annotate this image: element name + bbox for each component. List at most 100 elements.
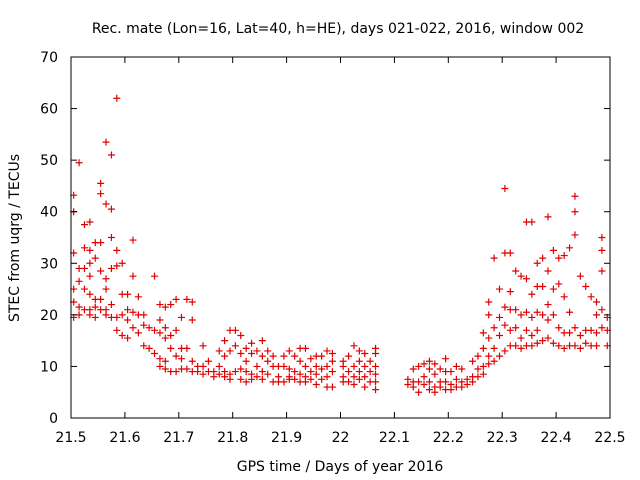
data-point <box>307 375 315 383</box>
data-point <box>355 347 363 355</box>
data-point <box>496 352 504 360</box>
data-point <box>151 272 159 280</box>
x-axis-ticks: 21.5 21.6 21.7 21.8 21.9 22 22.1 22.2 22.3 22.4 22… <box>55 57 626 446</box>
data-point <box>118 311 126 319</box>
data-point <box>102 275 110 283</box>
data-point <box>576 344 584 352</box>
data-point <box>199 362 207 370</box>
data-point <box>161 303 169 311</box>
data-point <box>86 218 94 226</box>
data-point <box>237 350 245 358</box>
data-point <box>318 365 326 373</box>
data-point <box>291 352 299 360</box>
data-point <box>409 383 417 391</box>
data-point <box>447 386 455 394</box>
data-point <box>355 368 363 376</box>
data-point <box>544 301 552 309</box>
data-point <box>86 311 94 319</box>
data-point <box>113 313 121 321</box>
data-point <box>124 306 132 314</box>
data-point <box>485 352 493 360</box>
data-point <box>221 352 229 360</box>
data-point <box>328 368 336 376</box>
data-point <box>361 373 369 381</box>
data-point <box>549 311 557 319</box>
data-point <box>469 378 477 386</box>
y-tick-label: 60 <box>40 102 58 118</box>
data-point <box>571 342 579 350</box>
data-point <box>452 375 460 383</box>
data-point <box>269 352 277 360</box>
data-point <box>80 285 88 293</box>
x-tick-label: 22.3 <box>487 430 518 446</box>
data-point <box>582 339 590 347</box>
data-point <box>522 326 530 334</box>
data-point <box>301 378 309 386</box>
data-point <box>506 249 514 257</box>
data-point <box>301 362 309 370</box>
data-point <box>366 357 374 365</box>
data-point <box>183 295 191 303</box>
data-point <box>258 375 266 383</box>
data-point <box>549 339 557 347</box>
data-point <box>372 362 380 370</box>
data-point <box>118 259 126 267</box>
data-point <box>177 313 185 321</box>
data-point <box>533 259 541 267</box>
data-point <box>172 352 180 360</box>
data-point <box>156 316 164 324</box>
data-point <box>215 362 223 370</box>
data-point <box>280 362 288 370</box>
data-point <box>124 334 132 342</box>
data-point <box>566 308 574 316</box>
data-point <box>258 368 266 376</box>
data-point <box>533 326 541 334</box>
data-point <box>587 326 595 334</box>
x-tick-label: 21.9 <box>271 430 302 446</box>
data-point <box>372 378 380 386</box>
data-point <box>129 236 137 244</box>
data-point <box>231 342 239 350</box>
data-point <box>231 368 239 376</box>
x-tick-label: 21.6 <box>109 430 140 446</box>
data-point <box>593 311 601 319</box>
data-point <box>113 262 121 270</box>
data-point <box>291 375 299 383</box>
data-point <box>425 365 433 373</box>
data-point <box>485 360 493 368</box>
data-point <box>107 151 115 159</box>
data-point <box>140 321 148 329</box>
data-point <box>571 192 579 200</box>
data-point <box>415 378 423 386</box>
data-point <box>496 331 504 339</box>
data-point <box>129 272 137 280</box>
data-point <box>490 324 498 332</box>
data-point <box>183 365 191 373</box>
data-point <box>501 303 509 311</box>
data-point <box>593 329 601 337</box>
data-point <box>361 350 369 358</box>
data-point <box>204 357 212 365</box>
data-point <box>555 254 563 262</box>
data-point <box>258 337 266 345</box>
data-point <box>560 344 568 352</box>
data-point <box>598 246 606 254</box>
data-point <box>598 306 606 314</box>
data-point <box>264 347 272 355</box>
y-axis-ticks: 0 10 20 30 40 50 60 70 <box>40 50 610 427</box>
data-point <box>479 329 487 337</box>
data-point <box>97 295 105 303</box>
data-point <box>237 365 245 373</box>
data-point <box>113 94 121 102</box>
data-point <box>328 357 336 365</box>
data-point <box>501 321 509 329</box>
data-point <box>345 352 353 360</box>
data-point <box>301 344 309 352</box>
data-point <box>161 365 169 373</box>
data-point <box>328 350 336 358</box>
data-point <box>582 282 590 290</box>
data-point <box>285 365 293 373</box>
y-tick-label: 0 <box>49 411 58 427</box>
data-point <box>420 380 428 388</box>
data-point <box>323 373 331 381</box>
